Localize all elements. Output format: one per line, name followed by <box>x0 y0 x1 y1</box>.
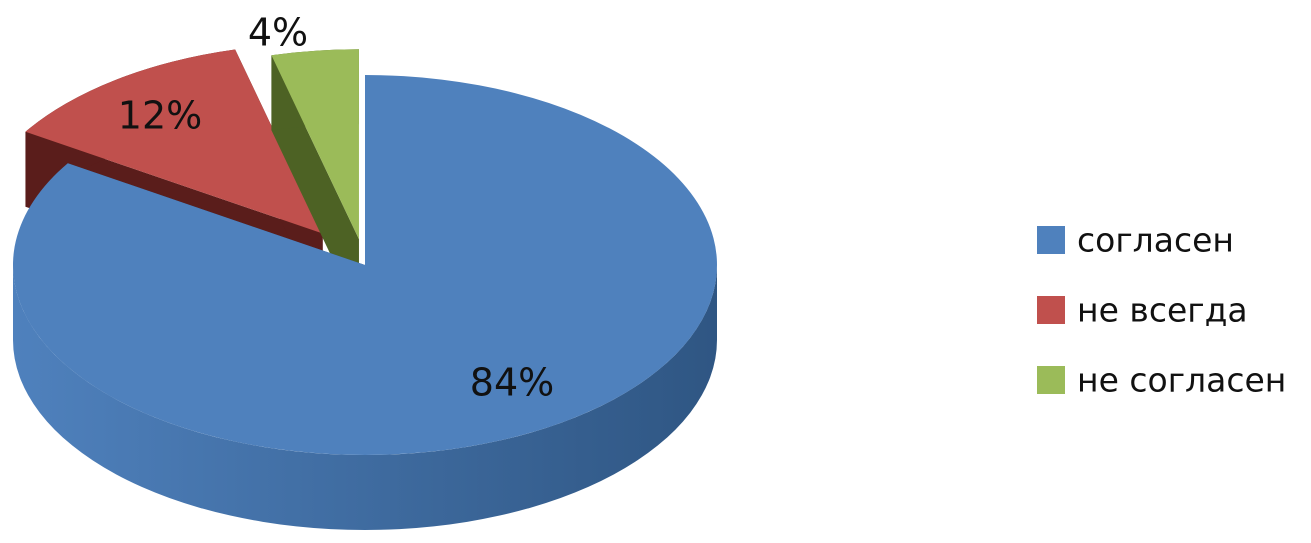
legend-item-not-always: не всегда <box>1037 291 1248 330</box>
legend-item-agree: согласен <box>1037 221 1234 260</box>
legend-swatch <box>1037 366 1065 394</box>
data-labels: 84% 12% 4% <box>118 11 554 405</box>
legend: согласен не всегда не согласен <box>1037 221 1286 400</box>
pie-slices <box>12 49 718 530</box>
legend-label: согласен <box>1077 221 1234 260</box>
legend-swatch <box>1037 226 1065 254</box>
legend-swatch <box>1037 296 1065 324</box>
legend-item-disagree: не согласен <box>1037 361 1286 400</box>
legend-label: не всегда <box>1077 291 1248 330</box>
data-label-not-always: 12% <box>118 94 202 138</box>
data-label-agree: 84% <box>470 361 554 405</box>
legend-label: не согласен <box>1077 361 1286 400</box>
data-label-disagree: 4% <box>248 11 308 55</box>
slice-agree <box>12 75 718 530</box>
slice-disagree <box>271 49 359 315</box>
